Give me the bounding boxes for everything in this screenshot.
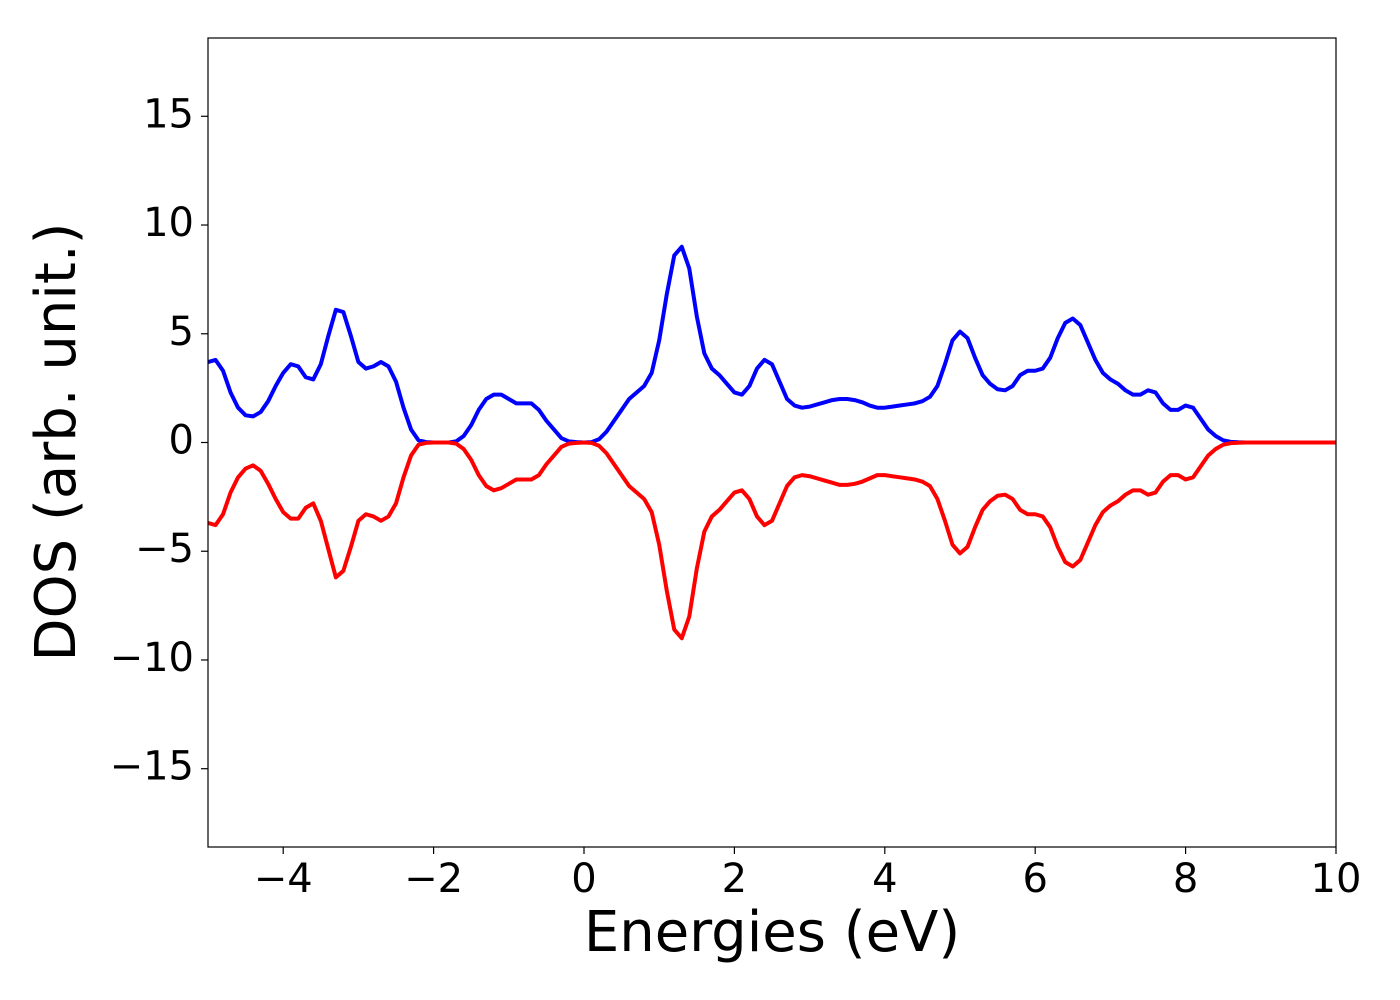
y-tick-label: 15 bbox=[143, 91, 194, 137]
x-tick-label: −4 bbox=[254, 856, 313, 902]
y-tick-label: −5 bbox=[135, 526, 194, 572]
x-tick-label: 4 bbox=[872, 856, 897, 902]
x-tick-label: 6 bbox=[1022, 856, 1047, 902]
y-tick-label: 10 bbox=[143, 200, 194, 246]
y-tick-label: −10 bbox=[110, 635, 194, 681]
plot-frame bbox=[207, 37, 1337, 848]
line-series bbox=[208, 244, 1336, 445]
x-tick-label: −2 bbox=[404, 856, 463, 902]
x-tick-label: 8 bbox=[1173, 856, 1198, 902]
y-tick-label: 5 bbox=[169, 309, 194, 355]
x-tick-label: 0 bbox=[571, 856, 596, 902]
x-tick-label: 2 bbox=[722, 856, 747, 902]
x-tick-label: 10 bbox=[1311, 856, 1362, 902]
line-series bbox=[208, 440, 1336, 641]
x-axis-label: Energies (eV) bbox=[584, 900, 960, 965]
y-axis-label: DOS (arb. unit.) bbox=[24, 222, 89, 661]
y-tick-label: −15 bbox=[110, 744, 194, 790]
y-tick-label: 0 bbox=[169, 418, 194, 464]
